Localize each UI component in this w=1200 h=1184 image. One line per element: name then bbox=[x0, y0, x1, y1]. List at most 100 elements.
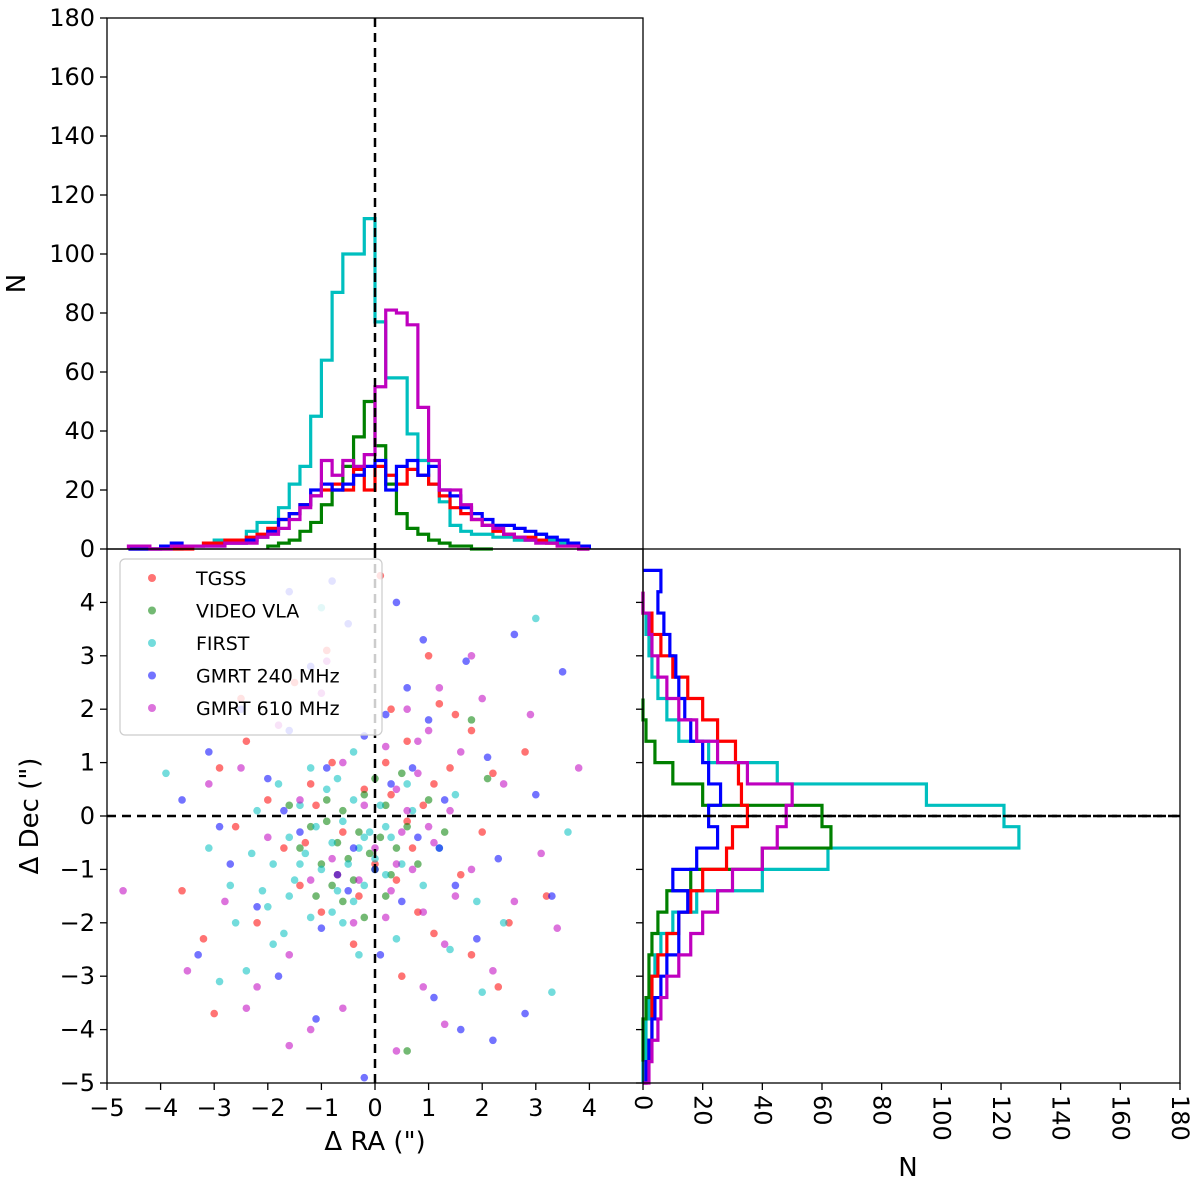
scatter-point-gmrt-610 bbox=[419, 908, 428, 916]
scatter-point-video-vla bbox=[339, 806, 347, 815]
scatter-point-tgss bbox=[349, 940, 358, 948]
scatter-point-first bbox=[365, 828, 374, 836]
legend-marker-tgss bbox=[148, 574, 156, 582]
right-x-tick-label: 120 bbox=[987, 1095, 1015, 1141]
scatter-point-gmrt-240 bbox=[376, 951, 385, 959]
scatter-point-first bbox=[312, 822, 320, 831]
scatter-y-tick-label: 2 bbox=[80, 695, 95, 723]
scatter-point-video-vla bbox=[328, 881, 336, 890]
scatter-point-first bbox=[328, 908, 336, 916]
scatter-point-gmrt-240 bbox=[360, 1073, 369, 1082]
scatter-point-tgss bbox=[355, 892, 363, 900]
scatter-point-gmrt-240 bbox=[333, 870, 342, 879]
scatter-point-video-vla bbox=[355, 828, 363, 836]
scatter-point-first bbox=[344, 860, 353, 868]
scatter-point-video-vla bbox=[403, 1047, 411, 1055]
scatter-point-tgss bbox=[387, 790, 395, 799]
right-hist-step-gmrt-610 bbox=[641, 591, 794, 1085]
scatter-point-tgss bbox=[231, 822, 240, 831]
scatter-point-video-vla bbox=[333, 838, 342, 847]
top-y-tick-label: 0 bbox=[80, 535, 95, 563]
scatter-point-first bbox=[226, 881, 235, 890]
scatter-point-first bbox=[296, 860, 304, 868]
scatter-point-first bbox=[349, 796, 358, 804]
scatter-point-video-vla bbox=[392, 844, 401, 852]
scatter-point-gmrt-610 bbox=[440, 940, 449, 948]
scatter-x-tick-label: 3 bbox=[528, 1094, 543, 1122]
scatter-point-video-vla bbox=[424, 796, 433, 804]
scatter-point-gmrt-240 bbox=[215, 822, 224, 831]
scatter-point-first bbox=[478, 988, 487, 997]
scatter-point-video-vla bbox=[349, 876, 358, 884]
top-hist-step-first bbox=[128, 217, 590, 551]
scatter-point-video-vla bbox=[398, 769, 406, 778]
scatter-point-tgss bbox=[456, 870, 465, 879]
scatter-series-video-vla bbox=[285, 716, 492, 1055]
scatter-point-gmrt-610 bbox=[355, 876, 363, 884]
right-histogram-panel: 0 20 40 60 80 100 120 140 160 180 N bbox=[629, 548, 1194, 1183]
scatter-point-gmrt-610 bbox=[387, 886, 395, 895]
scatter-point-first bbox=[355, 951, 363, 959]
scatter-point-gmrt-240 bbox=[521, 1009, 529, 1018]
scatter-point-first bbox=[381, 870, 390, 879]
scatter-point-gmrt-240 bbox=[430, 993, 438, 1002]
scatter-y-tick-label: 3 bbox=[80, 642, 95, 670]
scatter-point-gmrt-610 bbox=[499, 780, 508, 788]
scatter-point-gmrt-610 bbox=[328, 854, 336, 863]
top-y-axis-title: N bbox=[2, 274, 32, 293]
scatter-point-first bbox=[258, 886, 267, 895]
scatter-point-video-vla bbox=[322, 817, 331, 826]
scatter-point-gmrt-610 bbox=[392, 785, 401, 794]
scatter-point-gmrt-240 bbox=[473, 935, 481, 943]
scatter-point-gmrt-610 bbox=[403, 705, 411, 713]
scatter-point-tgss bbox=[414, 908, 422, 916]
scatter-y-tick-label: −1 bbox=[60, 855, 95, 883]
scatter-point-video-vla bbox=[344, 854, 353, 863]
scatter-point-gmrt-610 bbox=[371, 844, 379, 852]
scatter-point-tgss bbox=[199, 935, 208, 943]
scatter-point-gmrt-610 bbox=[237, 764, 245, 772]
scatter-point-video-vla bbox=[440, 828, 449, 836]
scatter-point-gmrt-240 bbox=[205, 748, 213, 756]
scatter-point-first bbox=[387, 833, 395, 842]
scatter-point-tgss bbox=[253, 919, 261, 927]
scatter-point-first bbox=[306, 764, 315, 772]
scatter-panel: −5 −4 −3 −2 −1 0 1 2 3 4 −5 −4 −3 −2 −1 0 1 2 3 4 Δ RA (") Δ … bbox=[15, 548, 1180, 1157]
scatter-point-first bbox=[333, 774, 342, 783]
scatter-point-tgss bbox=[360, 785, 369, 794]
scatter-x-tick-label: 1 bbox=[421, 1094, 436, 1122]
scatter-point-gmrt-240 bbox=[264, 774, 272, 783]
scatter-point-gmrt-240 bbox=[440, 796, 449, 804]
scatter-point-first bbox=[274, 780, 283, 788]
scatter-point-gmrt-610 bbox=[392, 860, 401, 868]
scatter-point-video-vla bbox=[381, 801, 390, 810]
scatter-point-first bbox=[376, 801, 385, 810]
scatter-point-tgss bbox=[387, 705, 395, 713]
scatter-point-gmrt-240 bbox=[392, 598, 401, 607]
scatter-point-first bbox=[398, 860, 406, 868]
scatter-point-gmrt-610 bbox=[537, 849, 545, 858]
scatter-point-gmrt-610 bbox=[451, 892, 460, 900]
scatter-point-gmrt-240 bbox=[451, 881, 460, 890]
top-histogram-panel: 0 20 40 60 80 100 120 140 160 180 N bbox=[2, 4, 644, 563]
scatter-point-first bbox=[301, 849, 310, 858]
top-y-tick-label: 60 bbox=[64, 358, 95, 386]
scatter-point-gmrt-240 bbox=[387, 780, 395, 788]
scatter-point-tgss bbox=[451, 710, 460, 719]
scatter-point-tgss bbox=[381, 758, 390, 767]
scatter-point-gmrt-610 bbox=[424, 822, 433, 831]
scatter-point-gmrt-610 bbox=[253, 983, 261, 991]
scatter-point-first bbox=[296, 801, 304, 810]
scatter-point-gmrt-240 bbox=[280, 806, 288, 815]
scatter-point-gmrt-240 bbox=[548, 892, 556, 900]
scatter-point-first bbox=[317, 865, 326, 874]
scatter-series-gmrt-610 bbox=[119, 652, 583, 1055]
scatter-point-gmrt-610 bbox=[221, 897, 229, 906]
scatter-point-gmrt-610 bbox=[296, 796, 304, 804]
scatter-point-first bbox=[381, 822, 390, 831]
scatter-point-video-vla bbox=[376, 833, 385, 842]
scatter-point-gmrt-240 bbox=[456, 1025, 465, 1034]
scatter-point-gmrt-610 bbox=[381, 913, 390, 922]
scatter-point-tgss bbox=[178, 886, 186, 895]
scatter-point-video-vla bbox=[414, 860, 422, 868]
